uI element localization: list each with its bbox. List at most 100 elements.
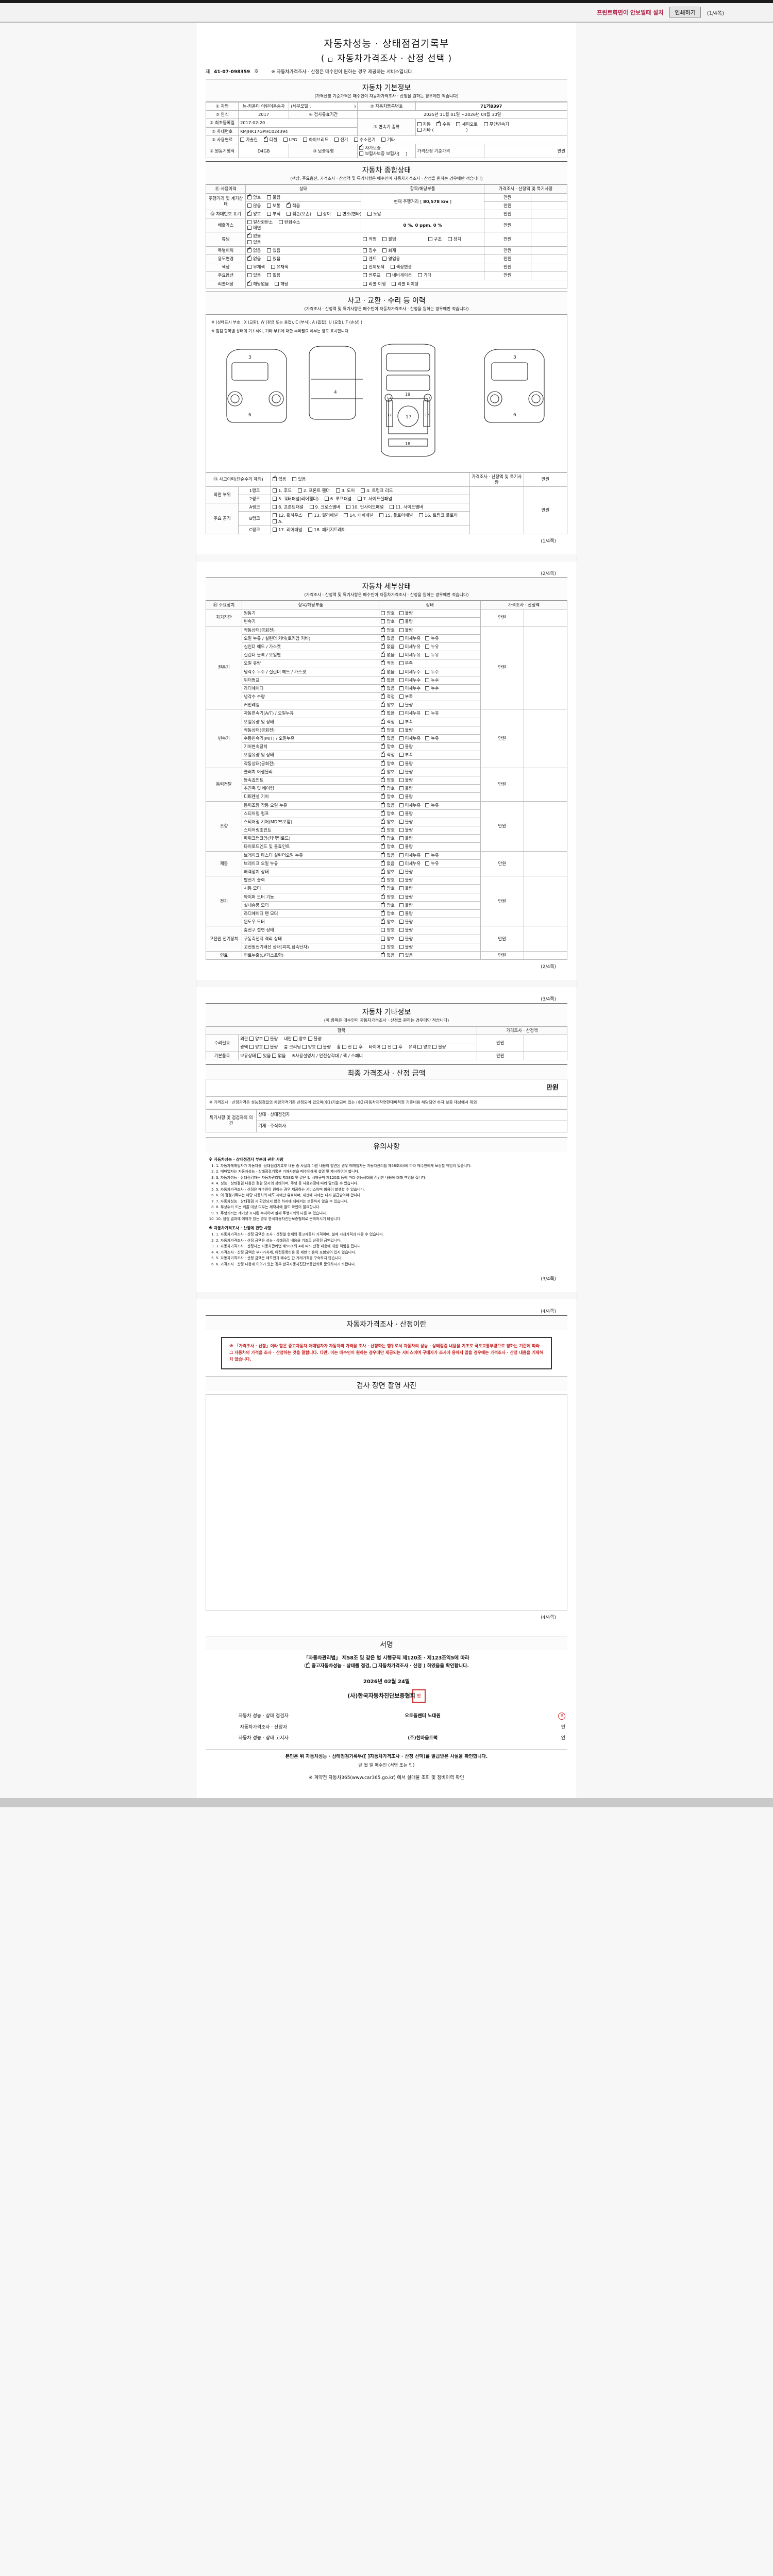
checkbox-wheel-house[interactable] (273, 513, 277, 518)
checkbox[interactable] (381, 760, 385, 766)
remark-cell[interactable] (530, 193, 568, 202)
checkbox[interactable] (381, 952, 385, 957)
state-option[interactable]: 양호 (381, 868, 395, 875)
state-option[interactable]: 부족 (399, 719, 413, 725)
checkbox-legal[interactable] (363, 237, 367, 242)
checkbox-cleaning-bad[interactable] (317, 1045, 322, 1049)
checkbox[interactable] (399, 769, 404, 774)
checkbox-special-none[interactable] (247, 247, 252, 252)
checkbox[interactable] (425, 677, 430, 682)
checkbox[interactable] (399, 703, 404, 707)
remark-cell[interactable] (530, 263, 568, 272)
checkbox[interactable] (399, 928, 404, 933)
state-option[interactable]: 불량 (399, 827, 413, 833)
state-option[interactable]: 불량 (399, 819, 413, 825)
state-option[interactable]: 불량 (399, 744, 413, 750)
print-button[interactable]: 인쇄하기 (669, 7, 701, 18)
checkbox-vin-corrosion[interactable] (267, 211, 272, 216)
state-option[interactable]: 양호 (381, 927, 395, 933)
checkbox[interactable] (399, 828, 404, 833)
checkbox-exterior-good[interactable] (249, 1037, 254, 1041)
state-option[interactable]: 불량 (399, 611, 413, 616)
checkbox[interactable] (399, 677, 404, 682)
checkbox[interactable] (381, 818, 385, 824)
checkbox-tuning-none[interactable] (247, 232, 252, 239)
state-option[interactable]: 불량 (399, 919, 413, 925)
checkbox-vin-damage[interactable] (286, 211, 291, 216)
checkbox[interactable] (399, 903, 404, 907)
detail-remark-cell[interactable] (523, 609, 568, 626)
checkbox[interactable] (425, 636, 430, 640)
checkbox[interactable] (381, 810, 385, 816)
checkbox-hood[interactable] (273, 488, 277, 493)
detail-remark-cell[interactable] (523, 851, 568, 877)
checkbox-items-yes[interactable] (257, 1053, 262, 1058)
state-option[interactable]: 양호 (381, 810, 395, 817)
state-option[interactable]: 누유 (425, 710, 439, 716)
checkbox-floor-panel[interactable] (379, 513, 384, 518)
state-option[interactable]: 미세누유 (399, 652, 421, 658)
checkbox-package-tray[interactable] (308, 527, 313, 532)
checkbox-semiauto[interactable] (456, 122, 461, 126)
state-option[interactable]: 불량 (399, 727, 413, 733)
state-option[interactable]: 불량 (399, 761, 413, 767)
checkbox-good[interactable] (247, 194, 252, 199)
checkbox[interactable] (381, 860, 385, 866)
special-remarks-seller[interactable]: 기재 · 주식회사 (256, 1120, 567, 1132)
remark-cell[interactable] (530, 232, 568, 247)
checkbox-items-no[interactable] (272, 1053, 277, 1058)
checkbox[interactable] (399, 636, 404, 640)
checkbox[interactable] (425, 653, 430, 657)
checkbox[interactable] (425, 736, 430, 741)
checkbox-smoke[interactable] (247, 226, 252, 230)
checkbox-cleaning-good[interactable] (302, 1045, 307, 1049)
checkbox-rear-panel[interactable] (273, 527, 277, 532)
checkbox-few[interactable] (286, 202, 291, 208)
state-option[interactable]: 양호 (381, 726, 395, 733)
state-option[interactable]: 누유 (425, 736, 439, 741)
checkbox[interactable] (381, 651, 385, 657)
checkbox[interactable] (399, 694, 404, 699)
state-option[interactable]: 불량 (399, 869, 413, 875)
checkbox[interactable] (381, 668, 385, 674)
checkbox-electric[interactable] (334, 137, 339, 142)
checkbox[interactable] (399, 861, 404, 866)
state-option[interactable]: 부족 (399, 660, 413, 666)
checkbox[interactable] (381, 802, 385, 807)
checkbox[interactable] (381, 726, 385, 732)
state-option[interactable]: 없음 (381, 860, 395, 867)
state-option[interactable]: 적정 (381, 693, 395, 700)
state-option[interactable]: 미세누유 (399, 644, 421, 650)
checkbox[interactable] (399, 944, 404, 949)
checkbox-manual[interactable] (436, 121, 441, 126)
checkbox[interactable] (425, 644, 430, 649)
checkbox-diesel[interactable] (263, 136, 268, 142)
checkbox-commercial[interactable] (382, 257, 387, 261)
checkbox[interactable] (399, 853, 404, 857)
checkbox-achromatic[interactable] (247, 265, 252, 269)
checkbox-options-yes[interactable] (247, 273, 252, 278)
checkbox[interactable] (399, 644, 404, 649)
checkbox[interactable] (381, 619, 385, 624)
state-option[interactable]: 양호 (381, 760, 395, 767)
remark-cell[interactable] (530, 271, 568, 280)
checkbox[interactable] (399, 786, 404, 791)
checkbox-bad[interactable] (267, 195, 272, 199)
checkbox[interactable] (381, 743, 385, 749)
checkbox[interactable] (399, 669, 404, 674)
detail-remark-cell[interactable] (523, 709, 568, 768)
checkbox[interactable] (399, 777, 404, 782)
state-option[interactable]: 불량 (399, 769, 413, 775)
checkbox-polish-bad[interactable] (264, 1045, 268, 1049)
checkbox-accident-none[interactable] (273, 476, 277, 482)
state-option[interactable]: 양호 (381, 826, 395, 833)
checkbox[interactable] (381, 902, 385, 907)
checkbox-wheel-front[interactable] (342, 1045, 346, 1049)
checkbox[interactable] (381, 659, 385, 666)
state-option[interactable]: 불량 (399, 936, 413, 942)
state-option[interactable]: 불량 (399, 786, 413, 791)
state-option[interactable]: 없음 (381, 676, 395, 683)
state-option[interactable]: 양호 (381, 843, 395, 850)
checkbox[interactable] (381, 611, 385, 616)
remark-cell[interactable] (530, 201, 568, 210)
